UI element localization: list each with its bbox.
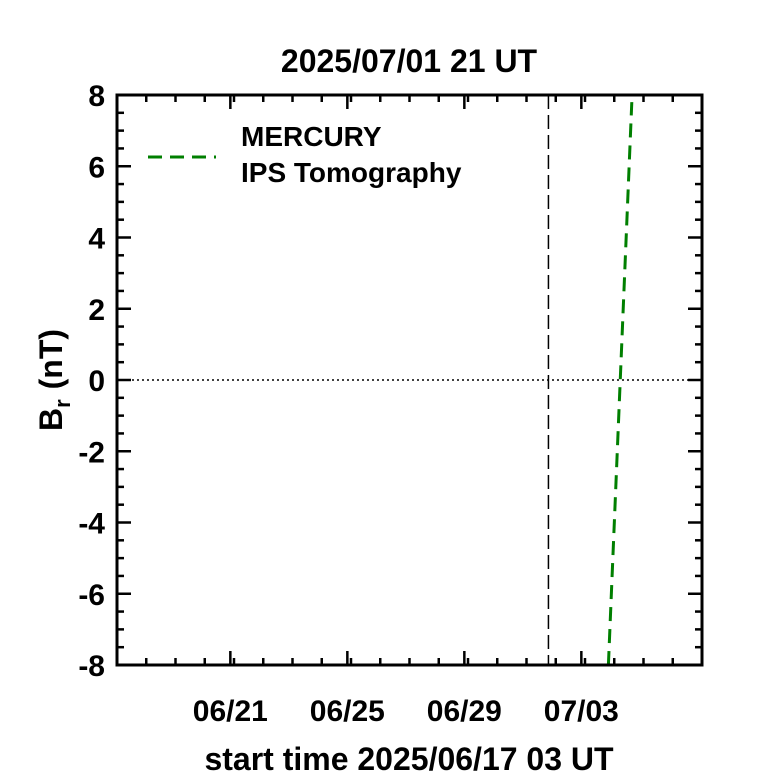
y-tick-label: 4 bbox=[88, 223, 105, 256]
x-axis-label: start time 2025/06/17 03 UT bbox=[204, 741, 614, 777]
legend-line-1: MERCURY bbox=[241, 121, 382, 152]
legend-line-2: IPS Tomography bbox=[241, 157, 462, 188]
y-axis-label: Br (nT) bbox=[33, 329, 75, 431]
series-layer bbox=[606, 102, 634, 666]
y-tick-label: 6 bbox=[88, 151, 105, 184]
legend: MERCURY IPS Tomography bbox=[148, 121, 462, 188]
x-tick-label: 06/25 bbox=[310, 695, 385, 728]
y-tick-label: 8 bbox=[88, 80, 105, 113]
plot-frame bbox=[115, 93, 704, 667]
x-tick-label: 06/21 bbox=[193, 695, 268, 728]
svg-text:Br(nT): Br (nT) bbox=[33, 329, 75, 431]
tick-labels: -8 -6 -4 -2 0 2 4 6 8 06/21 06/25 06/29 07/03 bbox=[78, 80, 619, 728]
x-tick-label: 07/03 bbox=[544, 695, 619, 728]
y-tick-label: -2 bbox=[78, 436, 105, 469]
chart-title: 2025/07/01 21 UT bbox=[281, 43, 538, 79]
y-axis-label-sub: r bbox=[50, 399, 75, 408]
y-axis-label-main: B bbox=[33, 408, 69, 431]
y-tick-label: 2 bbox=[88, 294, 105, 327]
y-tick-label: -6 bbox=[78, 579, 105, 612]
y-tick-label: -8 bbox=[78, 650, 105, 683]
y-tick-label: -4 bbox=[78, 508, 105, 541]
x-tick-label: 06/29 bbox=[427, 695, 502, 728]
y-axis-label-unit: (nT) bbox=[33, 329, 69, 389]
series-line bbox=[606, 102, 634, 666]
y-tick-label: 0 bbox=[88, 365, 105, 398]
